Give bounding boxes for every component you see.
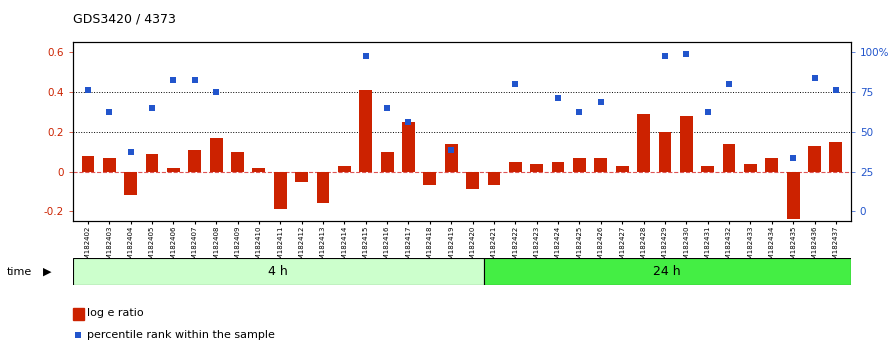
Bar: [381, 152, 393, 172]
Point: [722, 81, 736, 87]
Bar: [616, 166, 628, 172]
Point: [679, 52, 693, 57]
Bar: [637, 114, 650, 172]
Point: [444, 147, 458, 153]
Bar: [552, 162, 564, 172]
Text: ▶: ▶: [43, 267, 52, 277]
Point: [209, 89, 223, 95]
Bar: [680, 116, 692, 172]
Point: [807, 75, 821, 81]
Bar: [295, 172, 308, 182]
Bar: [509, 162, 522, 172]
Point: [71, 332, 85, 338]
Point: [786, 155, 800, 160]
Point: [551, 95, 565, 101]
Bar: [723, 144, 735, 172]
Bar: [787, 172, 799, 219]
Bar: [210, 138, 222, 172]
Text: percentile rank within the sample: percentile rank within the sample: [87, 330, 275, 339]
Text: log e ratio: log e ratio: [87, 308, 144, 318]
Bar: [103, 158, 116, 172]
Bar: [231, 152, 244, 172]
Bar: [424, 172, 436, 185]
Bar: [274, 172, 287, 209]
Point: [188, 78, 202, 83]
Point: [380, 105, 394, 111]
Point: [359, 53, 373, 59]
Bar: [530, 164, 543, 172]
Bar: [744, 164, 756, 172]
Bar: [659, 132, 671, 172]
Bar: [829, 142, 842, 172]
Bar: [402, 122, 415, 172]
Text: GDS3420 / 4373: GDS3420 / 4373: [73, 12, 176, 25]
Bar: [701, 166, 714, 172]
Bar: [595, 158, 607, 172]
Point: [594, 99, 608, 105]
Bar: [189, 150, 201, 172]
Bar: [808, 146, 821, 172]
Bar: [125, 172, 137, 195]
Point: [658, 53, 672, 59]
Point: [401, 119, 416, 125]
Point: [829, 87, 843, 93]
Bar: [573, 158, 586, 172]
Bar: [765, 158, 778, 172]
FancyBboxPatch shape: [483, 258, 851, 285]
Point: [145, 105, 159, 111]
Bar: [360, 90, 372, 172]
Point: [81, 87, 95, 93]
Bar: [445, 144, 457, 172]
Bar: [253, 168, 265, 172]
Bar: [317, 172, 329, 203]
Bar: [146, 154, 158, 172]
Bar: [488, 172, 500, 185]
Bar: [466, 172, 479, 189]
Text: 24 h: 24 h: [653, 265, 681, 278]
Point: [124, 149, 138, 155]
Point: [166, 78, 181, 83]
Bar: [338, 166, 351, 172]
FancyBboxPatch shape: [73, 258, 483, 285]
Point: [102, 109, 117, 115]
Text: time: time: [7, 267, 32, 277]
Text: 4 h: 4 h: [269, 265, 288, 278]
Point: [700, 109, 715, 115]
Point: [572, 109, 587, 115]
Point: [508, 81, 522, 87]
Bar: [82, 156, 94, 172]
Bar: [167, 168, 180, 172]
